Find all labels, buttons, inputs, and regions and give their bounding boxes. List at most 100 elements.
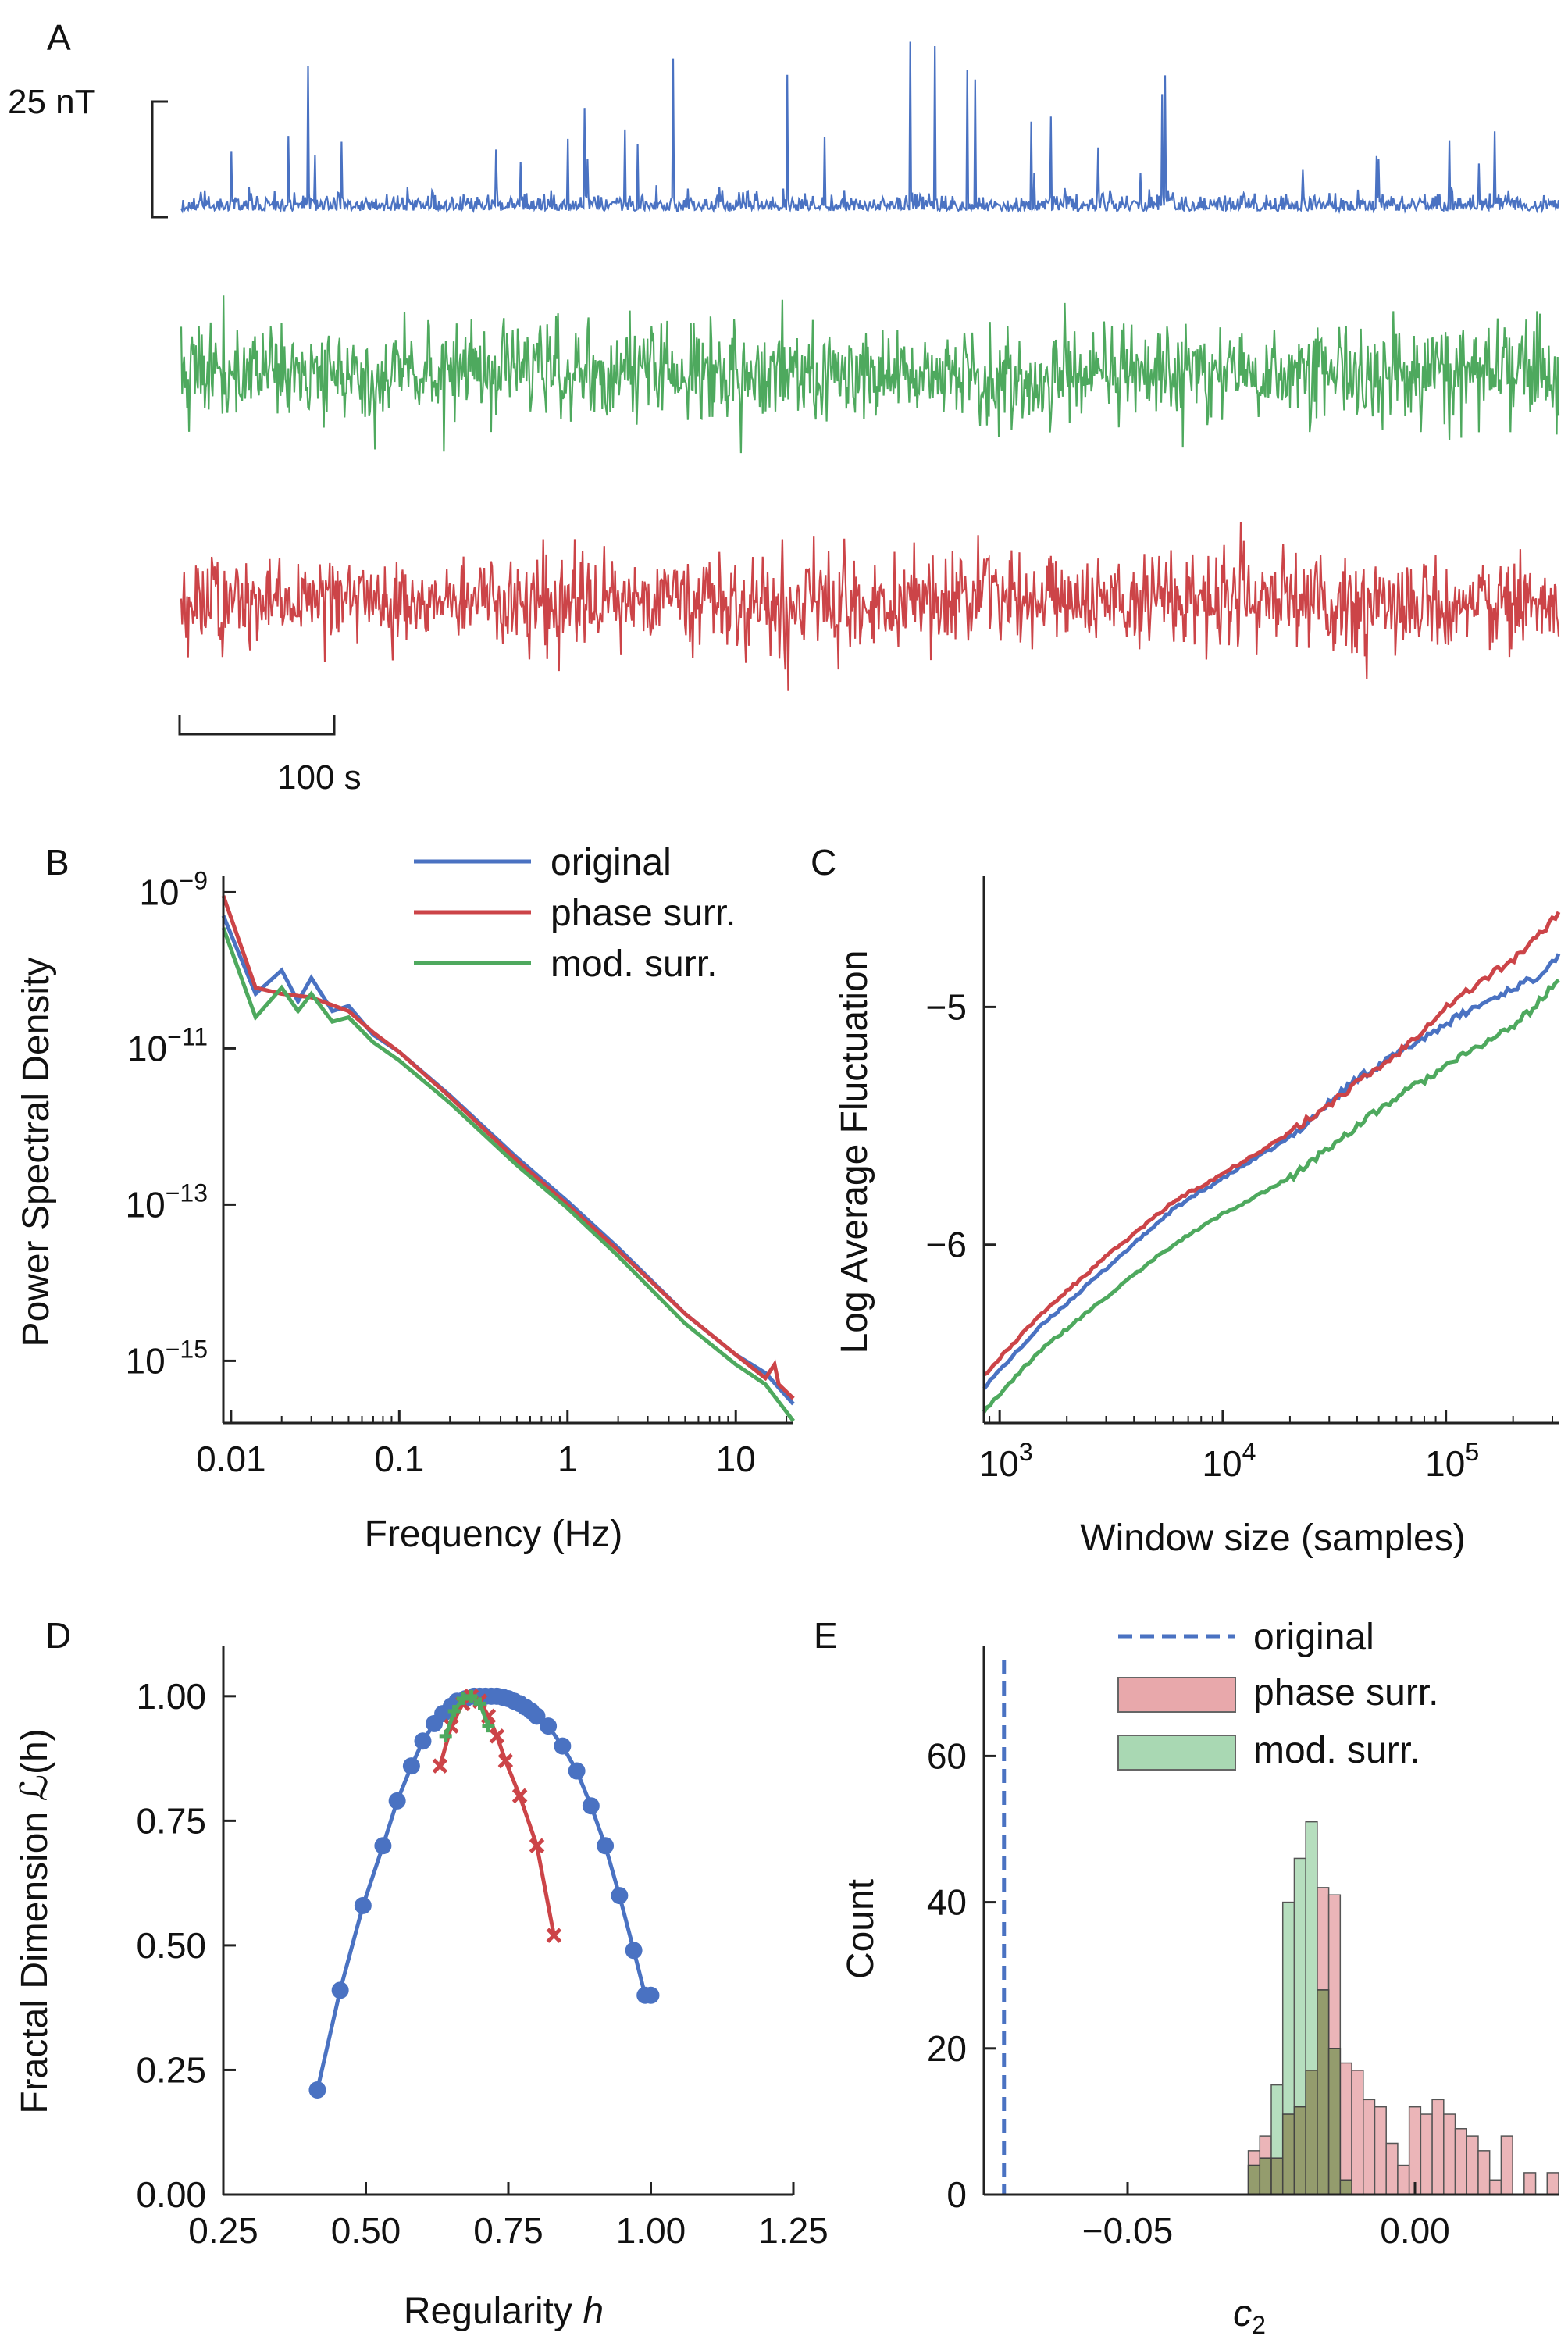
histogram-ytick-label-2: 40 bbox=[927, 1882, 967, 1923]
legend-swatch-phase-surr-hist bbox=[1117, 1677, 1236, 1713]
histogram-axes bbox=[982, 1646, 1559, 2196]
spectrum-point-phase-surr bbox=[511, 1788, 528, 1804]
histogram-bar-phase-surr bbox=[1477, 2150, 1491, 2195]
histogram-bar-phase-surr bbox=[1385, 2142, 1399, 2195]
histogram-bar-phase-surr bbox=[1523, 2172, 1537, 2195]
panel-d: D 0.25 0.50 0.75 1.00 1.250.000.250.500.751.… bbox=[14, 1615, 829, 2332]
dfa-xtick-label-2: 105 bbox=[1425, 1438, 1479, 1484]
legend-label-mod-surr: mod. surr. bbox=[551, 943, 717, 985]
spectrum-point-original bbox=[414, 1732, 432, 1750]
spectrum-xtick-label-0: 0.25 bbox=[188, 2210, 258, 2251]
amplitude-scale-bar bbox=[151, 100, 168, 219]
psd-plot bbox=[221, 895, 795, 1422]
spectrum-point-mod-surr bbox=[439, 1729, 452, 1742]
dfa-line-2 bbox=[982, 978, 1560, 1414]
spectrum-point-mod-surr bbox=[456, 1692, 469, 1706]
histogram-bar-phase-surr bbox=[1420, 2113, 1433, 2195]
histogram-ytick-label-3: 60 bbox=[927, 1735, 967, 1776]
psd-ytick-label-0: 10−9 bbox=[139, 866, 208, 912]
dfa-xtick-label-0: 103 bbox=[979, 1438, 1033, 1484]
spectrum-ylabel: Fractal Dimension ℒ(h) bbox=[14, 1728, 55, 2113]
legend-label-original-line: original bbox=[1253, 1617, 1374, 1658]
panel-e: E −0.05 0.00 0 20 40 60 c2 Count original pha… bbox=[814, 1615, 1559, 2339]
histogram-bar-phase-surr bbox=[1500, 2135, 1513, 2195]
histogram-bar-phase-surr bbox=[1363, 2099, 1376, 2195]
histogram-bar-phase-surr bbox=[1339, 2062, 1352, 2195]
trace-phase-surr bbox=[180, 521, 1560, 691]
spectrum-point-original bbox=[611, 1887, 629, 1905]
histogram-bar-phase-surr bbox=[1374, 2106, 1387, 2195]
spectrum-point-mod-surr bbox=[482, 1720, 495, 1733]
spectrum-xtick-label-1: 0.50 bbox=[331, 2210, 401, 2251]
time-scale-label: 100 s bbox=[277, 758, 362, 797]
spectrum-point-phase-surr bbox=[497, 1753, 514, 1769]
histogram-bar-phase-surr bbox=[1454, 2128, 1467, 2195]
histogram-bar-phase-surr bbox=[1546, 2172, 1559, 2195]
histogram-bar-overlap bbox=[1305, 2070, 1318, 2195]
histogram-bar-overlap bbox=[1270, 2157, 1284, 2195]
c2-histogram bbox=[1002, 1660, 1559, 2195]
dfa-axes bbox=[982, 876, 1559, 1425]
panel-b-label: B bbox=[45, 842, 69, 883]
legend-label-phase-surr: phase surr. bbox=[551, 893, 736, 934]
spectrum-point-original bbox=[582, 1797, 600, 1815]
legend-label-mod-surr-hist: mod. surr. bbox=[1253, 1730, 1420, 1771]
panel-d-label: D bbox=[45, 1615, 71, 1656]
spectrum-point-phase-surr bbox=[432, 1758, 448, 1774]
spectrum-ytick-label-0: 0.00 bbox=[136, 2174, 206, 2215]
time-scale-bar bbox=[178, 715, 336, 736]
histogram-bar-overlap bbox=[1281, 2113, 1295, 2195]
histogram-ytick-label-1: 20 bbox=[927, 2028, 967, 2069]
histogram-bar-overlap bbox=[1327, 2048, 1342, 2195]
psd-ticks: 0.01 0.1 1 10 10−9 10−11 10−13 10−15 bbox=[126, 866, 788, 1479]
dfa-ytick-label-0: −5 bbox=[926, 986, 967, 1027]
spectrum-point-original bbox=[374, 1837, 392, 1855]
spectrum-xlabel: Regularity h bbox=[404, 2291, 604, 2332]
psd-legend: original phase surr. mod. surr. bbox=[414, 842, 736, 985]
histogram-bar-phase-surr bbox=[1431, 2099, 1445, 2195]
histogram-bar-phase-surr bbox=[1443, 2113, 1456, 2195]
trace-original bbox=[180, 41, 1560, 215]
histogram-ylabel: Count bbox=[840, 1879, 882, 1979]
spectrum-ytick-label-3: 0.75 bbox=[136, 1800, 206, 1841]
spectrum-xtick-label-2: 0.75 bbox=[473, 2210, 543, 2251]
spectrum-point-original bbox=[625, 1942, 643, 1960]
psd-line-2 bbox=[221, 927, 795, 1422]
spectrum-point-original bbox=[642, 1986, 660, 2004]
histogram-xlabel: c2 bbox=[1233, 2293, 1266, 2339]
spectrum-point-phase-surr bbox=[489, 1728, 505, 1744]
histogram-bar-phase-surr bbox=[1488, 2179, 1502, 2195]
spectrum-point-original bbox=[308, 2081, 326, 2099]
spectrum-ytick-label-1: 0.25 bbox=[136, 2049, 206, 2090]
psd-xtick-label-3: 10 bbox=[716, 1439, 756, 1479]
legend-swatch-mod-surr-hist bbox=[1117, 1735, 1236, 1771]
psd-ylabel: Power Spectral Density bbox=[16, 958, 57, 1347]
histogram-bar-overlap bbox=[1339, 2179, 1352, 2195]
trace-mod-surr bbox=[180, 295, 1560, 454]
histogram-xtick-label-0: −0.05 bbox=[1082, 2210, 1173, 2251]
histogram-bar-overlap bbox=[1247, 2164, 1261, 2195]
psd-ytick-label-3: 10−15 bbox=[126, 1335, 208, 1381]
histogram-bar-overlap bbox=[1317, 1989, 1330, 2195]
dfa-ylabel: Log Average Fluctuation bbox=[834, 950, 875, 1354]
dfa-line-0 bbox=[982, 953, 1561, 1390]
spectrum-point-mod-surr bbox=[465, 1689, 478, 1703]
spectrum-point-mod-surr bbox=[447, 1704, 461, 1717]
psd-ytick-label-1: 10−11 bbox=[127, 1022, 208, 1068]
psd-ytick-label-2: 10−13 bbox=[126, 1179, 208, 1225]
spectrum-xtick-label-4: 1.25 bbox=[758, 2210, 829, 2251]
panel-e-label: E bbox=[814, 1615, 838, 1656]
panel-b: B 0.01 0.1 1 10 10−9 10−11 10−13 10−15 Frequenc… bbox=[16, 842, 795, 1555]
spectrum-xtick-label-3: 1.00 bbox=[616, 2210, 686, 2251]
spectrum-point-original bbox=[331, 1981, 349, 1999]
spectrum-ytick-label-2: 0.50 bbox=[136, 1925, 206, 1966]
panel-c-label: C bbox=[811, 842, 836, 883]
singularity-spectrum-plot bbox=[308, 1687, 660, 2099]
amplitude-scale-label: 25 nT bbox=[8, 83, 96, 121]
spectrum-point-original bbox=[528, 1707, 546, 1725]
histogram-bar-phase-surr bbox=[1397, 2164, 1410, 2195]
spectrum-point-original bbox=[540, 1717, 558, 1735]
spectrum-point-original bbox=[402, 1757, 420, 1775]
dfa-xtick-label-1: 104 bbox=[1202, 1438, 1256, 1484]
